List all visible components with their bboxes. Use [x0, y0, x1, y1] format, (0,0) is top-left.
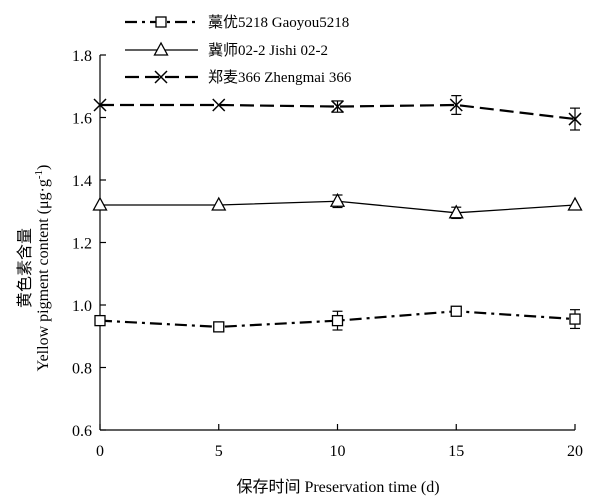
x-marker-stroke	[568, 112, 582, 126]
y-tick-label: 1.6	[72, 111, 92, 128]
x-marker	[449, 98, 463, 112]
x-tick-label: 15	[448, 443, 464, 460]
legend-item-1: 藁优5218 Gaoyou5218	[125, 14, 349, 31]
square-marker	[450, 305, 462, 317]
y-axis-title-en-sup: -1	[33, 170, 45, 179]
x-marker-stroke	[330, 100, 345, 114]
y-tick-label: 1.2	[72, 236, 92, 253]
triangle-marker	[567, 196, 583, 211]
y-axis-title-en-close: )	[35, 165, 52, 170]
triangle-marker	[211, 196, 227, 211]
series-layer	[92, 95, 583, 333]
x-marker-stroke	[449, 98, 463, 112]
triangle-marker	[153, 41, 169, 56]
legend-label: 郑麦366 Zhengmai 366	[208, 69, 352, 86]
series-line	[99, 310, 576, 328]
series-3	[93, 95, 582, 131]
triangle-marker	[448, 204, 464, 219]
x-marker-stroke	[93, 98, 107, 112]
x-marker-stroke	[212, 98, 226, 112]
legend: 藁优5218 Gaoyou5218 冀师02-2 Jishi 02-2 郑麦366 …	[125, 14, 352, 86]
x-marker	[330, 100, 345, 114]
x-marker	[154, 70, 168, 84]
square-marker	[213, 321, 225, 333]
y-axis-title-en: Yellow pigment content (μg·g-1)	[33, 165, 52, 372]
triangle-marker	[329, 192, 346, 207]
y-tick-label: 1.4	[72, 173, 92, 190]
y-axis-title: 黄色素含量 Yellow pigment content (μg·g-1)	[16, 165, 52, 372]
square-marker	[155, 16, 167, 28]
triangle-marker	[92, 196, 108, 211]
x-tick-label: 0	[96, 443, 104, 460]
x-tick-label: 20	[567, 443, 583, 460]
y-axis-title-en-main: Yellow pigment content (μg·g	[35, 179, 52, 371]
square-marker	[569, 313, 581, 325]
y-tick-label: 1.0	[72, 298, 92, 315]
legend-item-2: 冀师02-2 Jishi 02-2	[125, 41, 328, 59]
square-marker	[331, 314, 344, 327]
series-2	[92, 192, 583, 220]
y-axis-title-cn: 黄色素含量	[16, 228, 34, 308]
legend-label: 藁优5218 Gaoyou5218	[208, 14, 349, 31]
series-1	[94, 305, 581, 333]
x-tick-label: 5	[215, 443, 223, 460]
x-marker-stroke	[154, 70, 168, 84]
y-tick-label: 0.6	[72, 423, 92, 440]
axes: 0.6 0.8 1.0 1.2 1.4 1.6 1.8 0 5 10 15 20	[72, 48, 583, 460]
legend-label: 冀师02-2 Jishi 02-2	[208, 42, 328, 59]
y-tick-label: 1.8	[72, 48, 92, 65]
legend-item-3: 郑麦366 Zhengmai 366	[125, 69, 352, 86]
x-marker	[568, 112, 582, 126]
square-marker	[94, 314, 106, 327]
x-marker	[93, 98, 107, 112]
x-axis-title: 保存时间 Preservation time (d)	[236, 478, 439, 496]
y-tick-label: 0.8	[72, 361, 92, 378]
x-marker	[212, 98, 226, 112]
x-tick-label: 10	[330, 443, 346, 460]
